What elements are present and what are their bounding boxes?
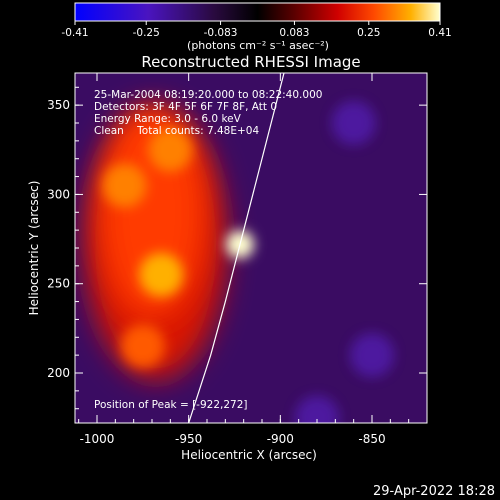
colorbar-tick-label: -0.083 (204, 27, 238, 39)
emission-source (139, 252, 184, 297)
annotation-detectors: Detectors: 3F 4F 5F 6F 7F 8F, Att 0 (94, 101, 277, 113)
colorbar-tick-label: 0.41 (428, 27, 451, 39)
x-tick-label: -950 (175, 432, 202, 446)
peak-position-label: Position of Peak = [-922,272] (94, 399, 248, 411)
x-tick-label: -900 (267, 432, 294, 446)
y-tick-label: 200 (47, 366, 70, 380)
annotation-counts: Clean Total counts: 7.48E+04 (94, 125, 259, 137)
colorbar-ticks: -0.41 -0.25 -0.083 0.083 0.25 0.41 (61, 21, 452, 39)
colorbar-tick-label: 0.25 (357, 27, 380, 39)
colorbar-unit-label: (photons cm⁻² s⁻¹ asec⁻²) (187, 39, 329, 52)
x-tick-label: -850 (358, 432, 385, 446)
x-axis: -1000 -950 -900 -850 (78, 73, 410, 446)
off-limb-patch (331, 101, 376, 145)
y-axis-label: Heliocentric Y (arcsec) (27, 181, 41, 316)
emission-source (120, 324, 165, 369)
annotation-time: 25-Mar-2004 08:19:20.000 to 08:22:40.000 (94, 89, 322, 101)
off-limb-patch (350, 333, 394, 378)
x-axis-label: Heliocentric X (arcsec) (181, 448, 317, 462)
colorbar (74, 2, 441, 22)
heatmap-image (75, 73, 427, 423)
footer-timestamp: 29-Apr-2022 18:28 (373, 484, 495, 499)
colorbar-tick-label: 0.083 (279, 27, 309, 39)
solar-limb (188, 73, 285, 423)
x-tick-label: -1000 (80, 432, 115, 446)
off-limb-patch (295, 395, 339, 423)
y-axis: 200 250 300 350 (47, 86, 427, 410)
y-tick-label: 300 (47, 187, 70, 201)
annotation-energy: Energy Range: 3.0 - 6.0 keV (94, 113, 242, 125)
annotation-block: 25-Mar-2004 08:19:20.000 to 08:22:40.000… (94, 89, 322, 137)
y-tick-label: 250 (47, 277, 70, 291)
emission-source (148, 127, 193, 172)
chart-title: Reconstructed RHESSI Image (141, 53, 360, 71)
colorbar-tick-label: -0.25 (133, 27, 160, 39)
y-tick-label: 350 (47, 98, 70, 112)
emission-source (102, 163, 147, 208)
colorbar-tick-label: -0.41 (61, 27, 88, 39)
